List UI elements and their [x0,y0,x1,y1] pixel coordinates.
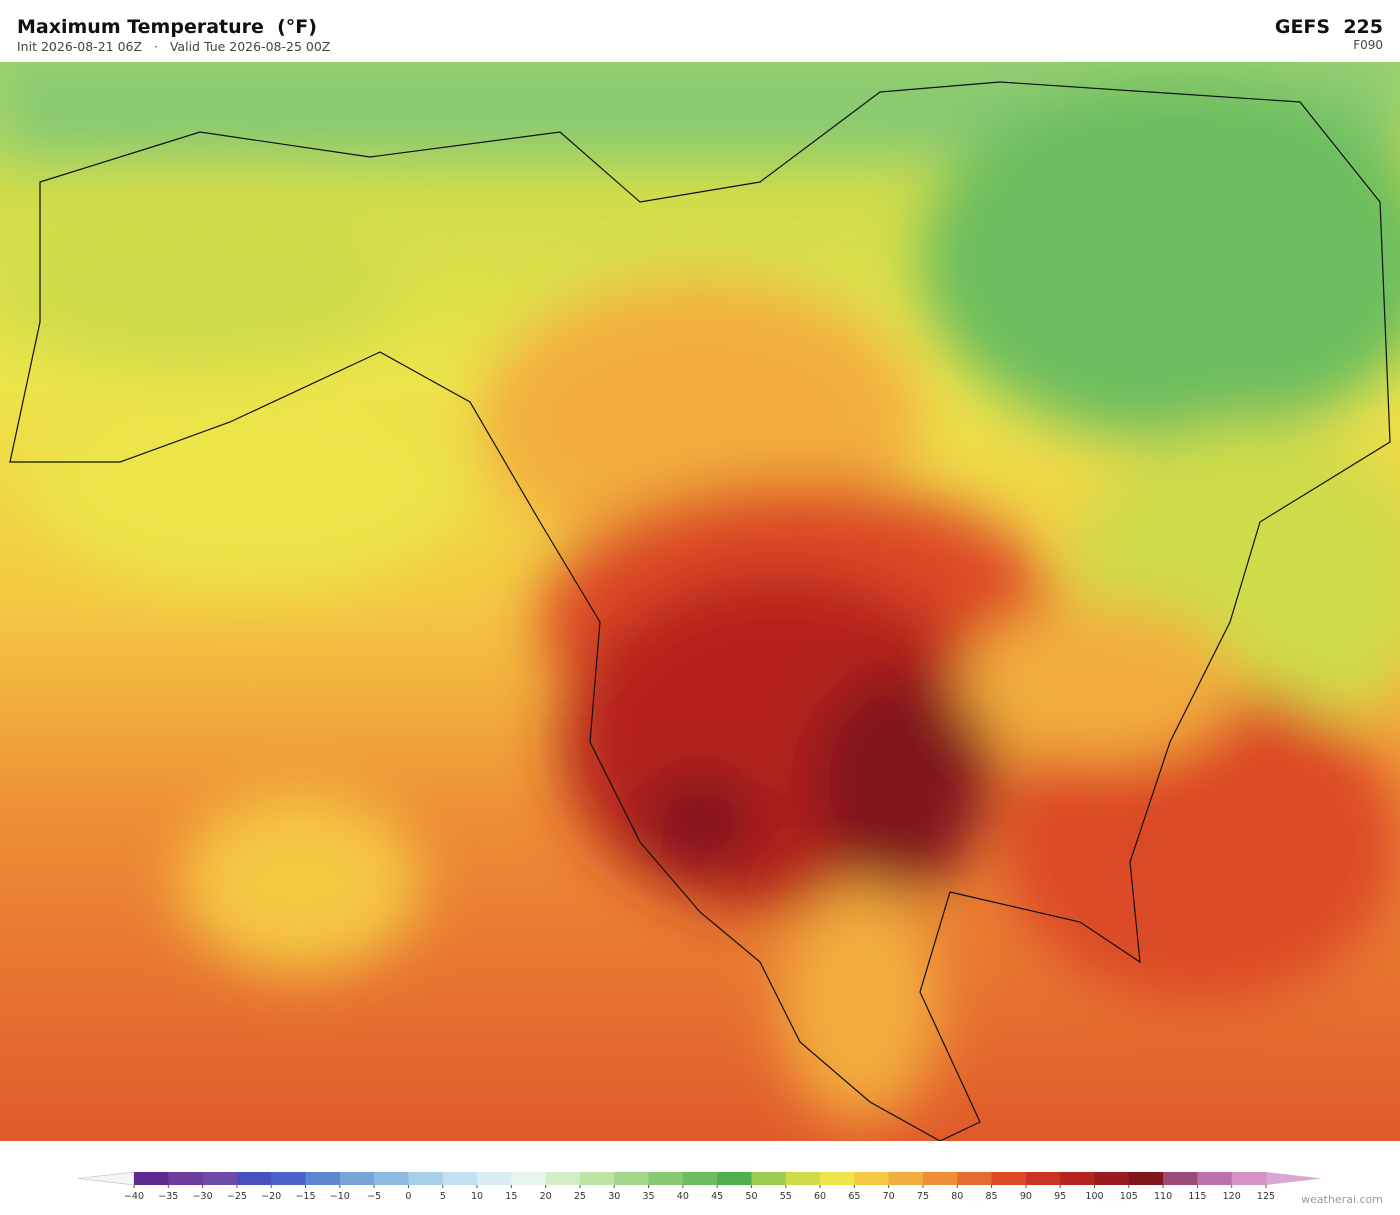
color-segment [1025,1172,1061,1185]
tick-label: 110 [1154,1191,1172,1202]
credit: weatherai.com [1301,1193,1383,1206]
color-segment [922,1172,958,1185]
tick-label: 5 [440,1191,446,1202]
tick-label: −30 [193,1191,213,1202]
tick-label: −35 [158,1191,178,1202]
tick-label: −10 [330,1191,350,1202]
color-segment [168,1172,204,1185]
color-segment [1163,1172,1198,1185]
color-segment [202,1172,238,1185]
color-segment [888,1172,924,1185]
color-segment [305,1172,341,1185]
color-segment [442,1172,478,1185]
tick-label: 70 [883,1191,895,1202]
tick-label: 100 [1085,1191,1103,1202]
tick-label: 30 [608,1191,620,1202]
tick-label: 120 [1223,1191,1241,1202]
color-segment [717,1172,752,1185]
color-segment [374,1172,409,1185]
color-segment [820,1172,855,1185]
tick-label: −5 [367,1191,381,1202]
color-segment [511,1172,547,1185]
tick-label: −15 [295,1191,315,1202]
map [0,62,1400,1141]
forecast-hour: F090 [1353,38,1383,52]
color-segment [682,1172,718,1185]
color-segment [579,1172,615,1185]
tick-label: 65 [848,1191,860,1202]
color-segment [854,1172,890,1185]
tick-label: 85 [986,1191,998,1202]
tick-label: −25 [227,1191,247,1202]
tick-label: 25 [574,1191,586,1202]
color-segment [1094,1172,1130,1185]
color-segment [648,1172,684,1185]
colorbar: −40 −35 −30 −25 −20 −15 −10 −5 0 5 10 15 20 25 30 35 40 4… [77,1171,1322,1202]
tick-label: 105 [1120,1191,1138,1202]
tick-label: 55 [780,1191,792,1202]
tick-label: −40 [124,1191,144,1202]
color-segment [134,1172,169,1185]
tick-label: 80 [951,1191,963,1202]
title: Maximum Temperature (°F) [17,16,317,38]
color-segment [271,1172,307,1185]
tick-label: 10 [471,1191,483,1202]
coastline [9,81,1391,1141]
color-segment [1231,1172,1267,1185]
color-segment [1128,1172,1164,1185]
color-segment [1060,1172,1095,1185]
color-segment [991,1172,1027,1185]
tick-label: 115 [1188,1191,1206,1202]
over-extension [1266,1172,1322,1185]
tick-label: 50 [745,1191,757,1202]
color-segment [477,1172,512,1185]
tick-label: 125 [1257,1191,1275,1202]
color-segment [1197,1172,1233,1185]
subtitle: Init 2026-08-21 06Z · Valid Tue 2026-08-… [17,39,331,54]
tick-label: 35 [642,1191,654,1202]
color-segment [614,1172,650,1185]
color-segment [785,1172,821,1185]
tick-label: 0 [405,1191,411,1202]
color-segment [545,1172,581,1185]
tick-label: 60 [814,1191,826,1202]
temperature-field [0,62,1400,1122]
color-segment [236,1172,272,1185]
color-segment [751,1172,787,1185]
color-segment [957,1172,993,1185]
tick-label: 75 [917,1191,929,1202]
tick-label: 95 [1054,1191,1066,1202]
tick-label: 20 [540,1191,552,1202]
tick-label: 40 [677,1191,689,1202]
under-extension [77,1171,135,1186]
color-segment [339,1172,375,1185]
tick-label: −20 [261,1191,281,1202]
model: GEFS 225 [1274,16,1383,38]
tick-label: 45 [711,1191,723,1202]
color-segment [408,1172,444,1185]
tick-label: 15 [505,1191,517,1202]
tick-label: 90 [1020,1191,1032,1202]
